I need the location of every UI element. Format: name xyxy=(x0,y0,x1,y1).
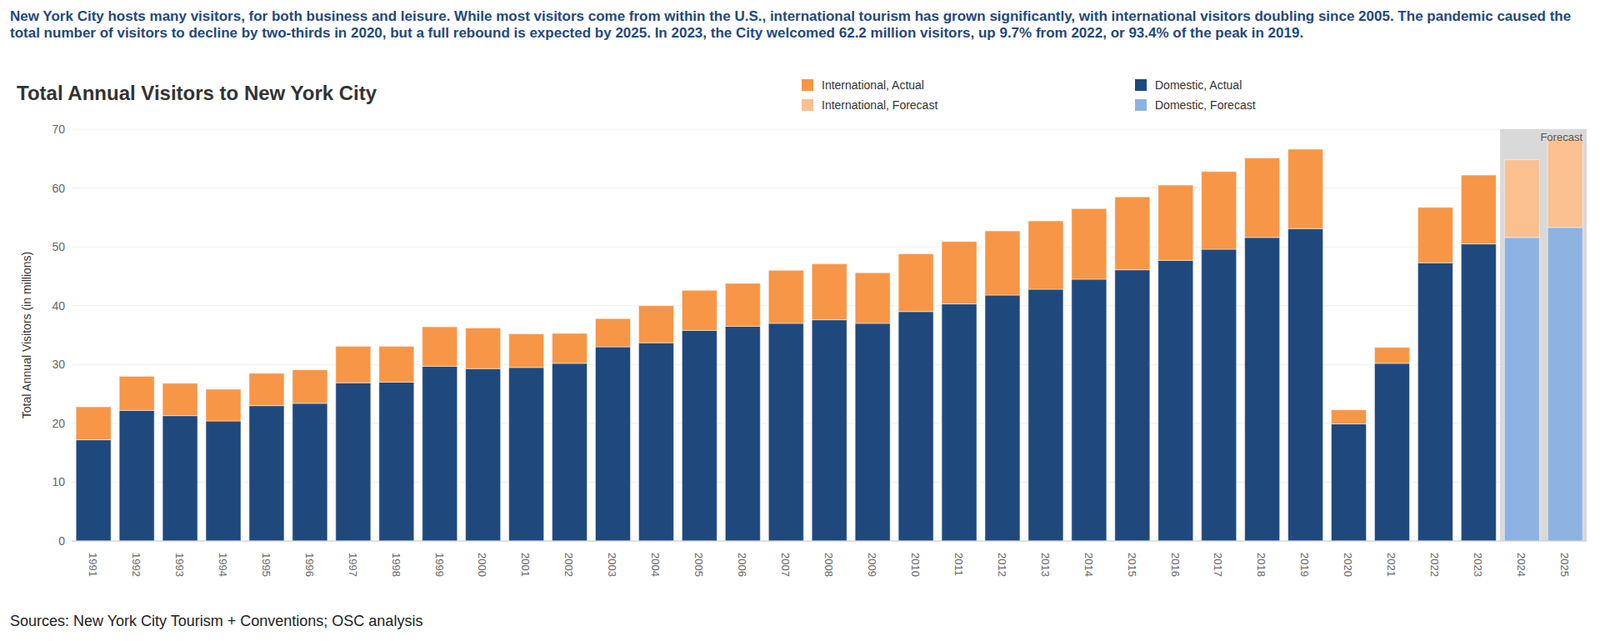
svg-text:2011: 2011 xyxy=(952,552,965,576)
svg-text:30: 30 xyxy=(51,357,65,371)
svg-text:20: 20 xyxy=(51,416,65,430)
svg-text:2001: 2001 xyxy=(519,552,532,577)
html-text:International, Forecast: International, Forecast xyxy=(821,98,938,112)
svg-text:2020: 2020 xyxy=(1341,552,1355,577)
html-text:Domestic, Actual: Domestic, Actual xyxy=(1155,78,1242,92)
svg-text:2007: 2007 xyxy=(779,552,792,577)
svg-text:70: 70 xyxy=(51,122,65,136)
svg-text:2023: 2023 xyxy=(1471,552,1485,577)
svg-text:2008: 2008 xyxy=(822,552,835,577)
svg-text:2021: 2021 xyxy=(1385,552,1398,577)
html-text:New York City hosts many visit: New York City hosts many visitors, for b… xyxy=(10,8,1571,41)
svg-text:50: 50 xyxy=(51,240,65,254)
svg-text:Total Annual Visitors (in mill: Total Annual Visitors (in millions) xyxy=(20,251,34,420)
svg-text:2022: 2022 xyxy=(1428,552,1441,577)
svg-text:1997: 1997 xyxy=(346,552,360,577)
html-text:Domestic, Forecast: Domestic, Forecast xyxy=(1155,98,1256,112)
svg-text:2017: 2017 xyxy=(1211,552,1225,577)
svg-text:Forecast: Forecast xyxy=(1540,130,1583,144)
svg-text:2018: 2018 xyxy=(1255,552,1268,577)
html-text:Sources: New York City Tourism: Sources: New York City Tourism + Convent… xyxy=(10,612,423,630)
svg-text:60: 60 xyxy=(51,181,65,195)
svg-text:2002: 2002 xyxy=(562,552,575,577)
svg-text:1993: 1993 xyxy=(173,552,186,577)
svg-text:0: 0 xyxy=(58,534,65,548)
svg-text:1999: 1999 xyxy=(433,552,446,577)
svg-text:2005: 2005 xyxy=(692,552,705,577)
svg-text:1995: 1995 xyxy=(260,552,273,577)
svg-text:2019: 2019 xyxy=(1298,552,1311,577)
html-text:Total Annual Visitors to New Y: Total Annual Visitors to New York City xyxy=(16,81,377,105)
svg-text:2009: 2009 xyxy=(865,552,879,577)
svg-text:2024: 2024 xyxy=(1515,552,1528,577)
svg-text:2000: 2000 xyxy=(475,552,489,577)
svg-text:1992: 1992 xyxy=(130,552,143,577)
svg-text:1994: 1994 xyxy=(216,552,230,577)
svg-text:2012: 2012 xyxy=(995,552,1009,577)
svg-text:1991: 1991 xyxy=(86,552,100,577)
html-text:International, Actual: International, Actual xyxy=(821,78,925,92)
svg-text:2004: 2004 xyxy=(649,552,662,577)
svg-text:2010: 2010 xyxy=(909,552,922,577)
svg-text:1996: 1996 xyxy=(303,552,316,577)
svg-text:2016: 2016 xyxy=(1169,552,1182,577)
svg-text:2013: 2013 xyxy=(1039,552,1052,577)
svg-text:2014: 2014 xyxy=(1082,552,1095,577)
svg-text:2006: 2006 xyxy=(735,552,749,577)
svg-text:2015: 2015 xyxy=(1125,552,1139,577)
svg-text:2003: 2003 xyxy=(605,552,619,577)
svg-text:10: 10 xyxy=(51,475,65,489)
svg-text:40: 40 xyxy=(51,299,65,313)
svg-text:1998: 1998 xyxy=(390,552,403,577)
svg-text:2025: 2025 xyxy=(1558,552,1571,577)
